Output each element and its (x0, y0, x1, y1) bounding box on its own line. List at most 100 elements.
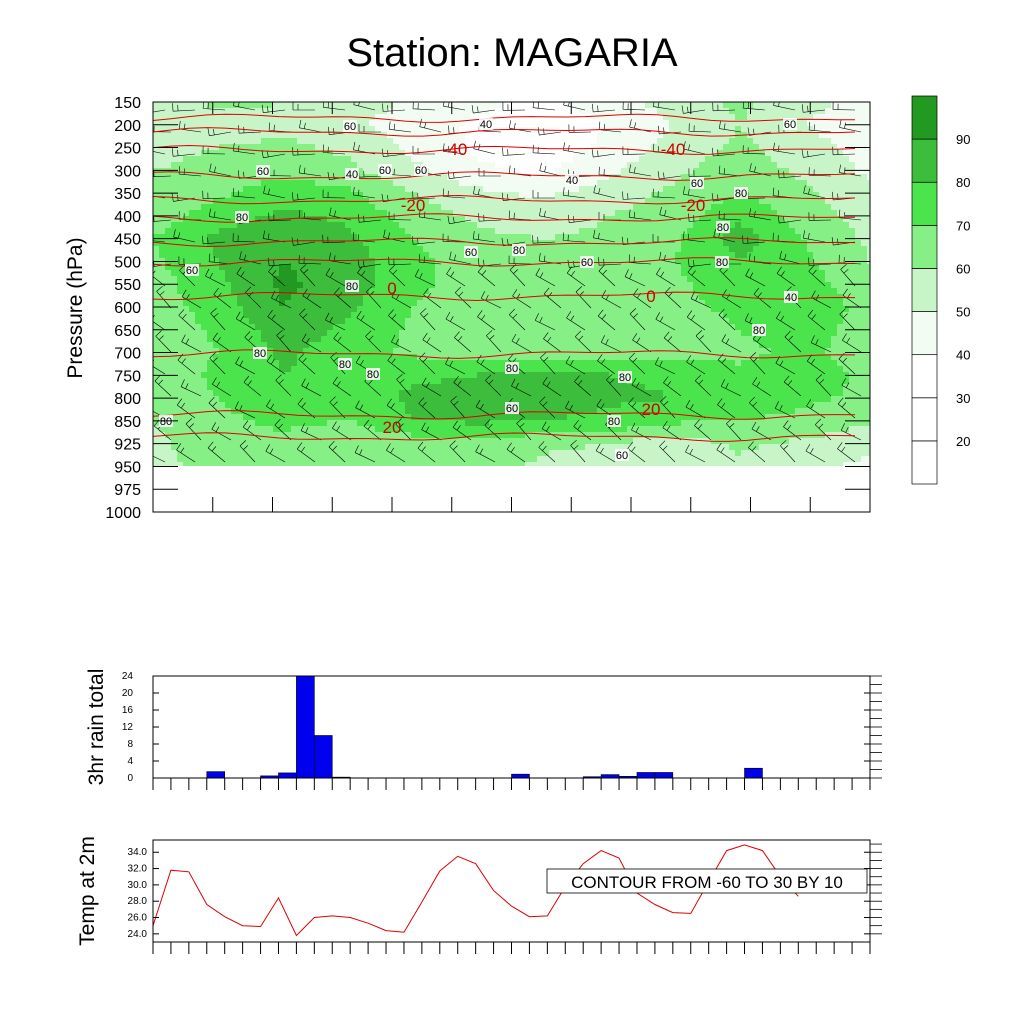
humidity-cell (411, 156, 418, 163)
humidity-cell (357, 330, 364, 337)
humidity-cell (693, 150, 700, 157)
humidity-cell (411, 192, 418, 199)
humidity-cell (789, 216, 796, 223)
humidity-cell (831, 240, 838, 247)
humidity-cell (441, 198, 448, 205)
humidity-cell (573, 222, 580, 229)
humidity-cell (837, 126, 844, 133)
humidity-cell (351, 270, 358, 277)
humidity-cell (321, 246, 328, 253)
humidity-cell (393, 282, 400, 289)
humidity-cell (345, 306, 352, 313)
humidity-cell (243, 276, 250, 283)
humidity-cell (471, 126, 478, 133)
humidity-cell (219, 192, 226, 199)
humidity-cell (717, 270, 724, 277)
humidity-cell (681, 306, 688, 313)
humidity-cell (177, 108, 184, 115)
humidity-cell (315, 168, 322, 175)
humidity-cell (729, 138, 736, 145)
humidity-cell (195, 222, 202, 229)
humidity-cell (633, 252, 640, 259)
humidity-cell (189, 204, 196, 211)
humidity-cell (687, 204, 694, 211)
humidity-cell (735, 222, 742, 229)
humidity-cell (609, 156, 616, 163)
humidity-cell (645, 210, 652, 217)
humidity-cell (435, 228, 442, 235)
humidity-cell (183, 300, 190, 307)
humidity-cell (411, 228, 418, 235)
humidity-cell (543, 126, 550, 133)
humidity-cell (213, 168, 220, 175)
humidity-cell (171, 252, 178, 259)
humidity-cell (489, 186, 496, 193)
humidity-cell (741, 180, 748, 187)
humidity-cell (405, 180, 412, 187)
humidity-cell (693, 264, 700, 271)
humidity-cell (417, 300, 424, 307)
humidity-cell (411, 348, 418, 355)
humidity-cell (675, 240, 682, 247)
humidity-cell (375, 288, 382, 295)
humidity-cell (669, 246, 676, 253)
humidity-cell (225, 180, 232, 187)
humidity-cell (375, 336, 382, 343)
humidity-cell (225, 264, 232, 271)
humidity-cell (819, 252, 826, 259)
humidity-cell (777, 180, 784, 187)
humidity-cell (177, 282, 184, 289)
humidity-cell (573, 204, 580, 211)
humidity-cell (393, 204, 400, 211)
humidity-cell (213, 180, 220, 187)
humidity-cell (249, 228, 256, 235)
humidity-cell (819, 246, 826, 253)
humidity-cell (783, 168, 790, 175)
humidity-cell (225, 138, 232, 145)
humidity-cell (699, 120, 706, 127)
humidity-cell (519, 258, 526, 265)
humidity-cell (585, 162, 592, 169)
humidity-cell (681, 156, 688, 163)
humidity-cell (597, 288, 604, 295)
humidity-cell (285, 252, 292, 259)
humidity-cell (627, 168, 634, 175)
humidity-cell (441, 144, 448, 151)
humidity-cell (537, 186, 544, 193)
humidity-cell (285, 342, 292, 349)
humidity-cell (369, 126, 376, 133)
humidity-cell (591, 150, 598, 157)
humidity-cell (405, 162, 412, 169)
humidity-cell (249, 294, 256, 301)
humidity-cell (531, 228, 538, 235)
humidity-cell (687, 276, 694, 283)
humidity-cell (171, 330, 178, 337)
humidity-cell (663, 252, 670, 259)
humidity-cell (279, 228, 286, 235)
humidity-cell (765, 264, 772, 271)
humidity-cell (525, 114, 532, 121)
humidity-cell (867, 306, 870, 313)
humidity-cell (693, 186, 700, 193)
humidity-cell (483, 264, 490, 271)
humidity-cell (603, 204, 610, 211)
humidity-cell (861, 168, 868, 175)
humidity-cell (843, 150, 850, 157)
humidity-cell (213, 108, 220, 115)
humidity-cell (819, 186, 826, 193)
humidity-cell (345, 102, 352, 109)
humidity-cell (609, 174, 616, 181)
humidity-cell (621, 102, 628, 109)
humidity-cell (771, 120, 778, 127)
humidity-cell (825, 324, 832, 331)
humidity-cell (201, 120, 208, 127)
humidity-cell (231, 300, 238, 307)
humidity-cell (585, 132, 592, 139)
humidity-cell (807, 234, 814, 241)
humidity-cell (441, 246, 448, 253)
humidity-cell (603, 276, 610, 283)
humidity-cell (825, 210, 832, 217)
humidity-cell (549, 288, 556, 295)
humidity-cell (333, 102, 340, 109)
humidity-cell (309, 168, 316, 175)
